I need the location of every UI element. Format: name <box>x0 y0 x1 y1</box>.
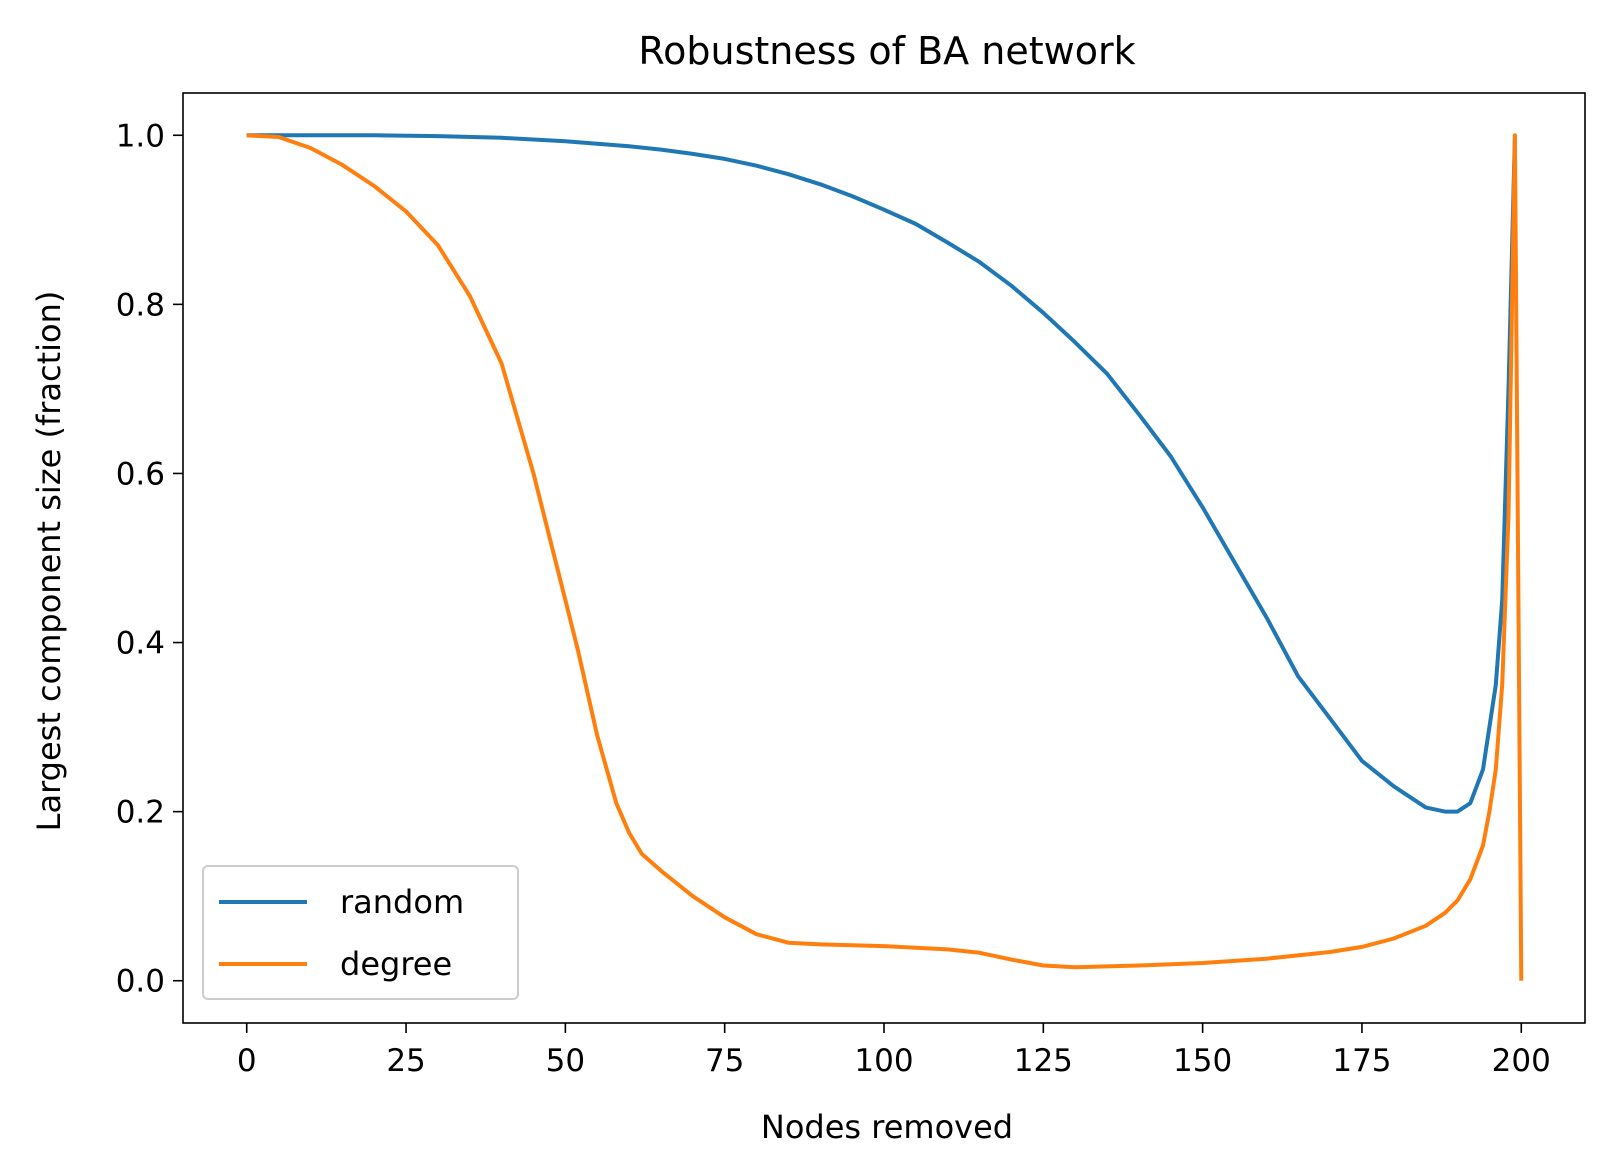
x-tick-label: 125 <box>1014 1043 1073 1079</box>
legend-label-random: random <box>340 883 464 921</box>
y-axis-label: Largest component size (fraction) <box>30 291 68 832</box>
x-tick-label: 0 <box>237 1043 257 1079</box>
series-line-random <box>246 133 1517 814</box>
x-axis-label: Nodes removed <box>761 1108 1013 1146</box>
x-tick-label: 175 <box>1332 1043 1391 1079</box>
series-line-degree <box>246 133 1524 981</box>
y-tick-label: 0.0 <box>116 964 165 1000</box>
legend-label-degree: degree <box>340 945 452 983</box>
y-tick-label: 0.6 <box>116 456 165 492</box>
x-axis: 0 25 50 75 100 125 150 175 200 <box>237 1023 1551 1079</box>
x-tick-label: 150 <box>1173 1043 1232 1079</box>
y-tick-label: 0.2 <box>116 795 165 831</box>
x-tick-label: 75 <box>705 1043 744 1079</box>
x-tick-label: 200 <box>1492 1043 1551 1079</box>
y-axis: 0.0 0.2 0.4 0.6 0.8 1.0 <box>116 118 183 1000</box>
y-tick-label: 0.8 <box>116 287 165 323</box>
y-tick-label: 1.0 <box>116 118 165 154</box>
x-tick-label: 25 <box>386 1043 425 1079</box>
chart-title: Robustness of BA network <box>638 29 1135 73</box>
y-tick-label: 0.4 <box>116 626 165 662</box>
series-layer <box>246 133 1524 981</box>
x-tick-label: 100 <box>854 1043 913 1079</box>
x-tick-label: 50 <box>546 1043 585 1079</box>
legend: random degree <box>202 865 519 1000</box>
